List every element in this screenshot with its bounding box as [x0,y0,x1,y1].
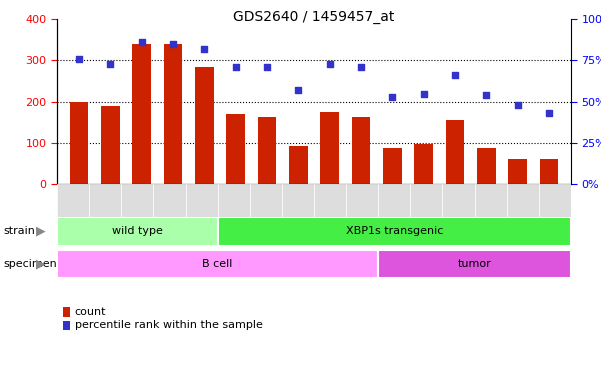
Text: count: count [75,307,106,317]
Bar [101,106,120,184]
Bar [153,184,186,244]
Text: percentile rank within the sample: percentile rank within the sample [75,320,263,331]
Text: ▶: ▶ [36,258,46,270]
Point [419,91,429,97]
Bar [195,67,214,184]
Point [262,64,272,70]
Point [325,61,335,67]
Bar [227,114,245,184]
Text: GDS2640 / 1459457_at: GDS2640 / 1459457_at [233,10,395,23]
Bar [89,184,121,244]
Point [356,64,366,70]
Bar [314,184,346,244]
Text: strain: strain [3,226,35,237]
Bar [132,44,151,184]
Bar [442,184,475,244]
Bar [507,184,539,244]
Bar [282,184,314,244]
Point [513,102,522,108]
Bar [218,184,250,244]
Bar [540,159,558,184]
Bar [410,184,442,244]
Bar [445,120,465,184]
Point [293,87,303,93]
Point [388,94,397,100]
Point [231,64,240,70]
Point [200,46,209,52]
Bar [320,112,339,184]
Bar [346,184,378,244]
Bar [258,117,276,184]
Point [137,39,147,45]
Text: XBP1s transgenic: XBP1s transgenic [346,226,443,237]
Text: ▶: ▶ [36,225,46,238]
Text: tumor: tumor [458,259,492,269]
Bar [539,184,571,244]
Bar [70,102,88,184]
Bar [218,217,571,246]
Bar [477,148,496,184]
Point [450,72,460,78]
Bar [383,148,401,184]
Bar [163,44,183,184]
Bar [121,184,153,244]
Bar [57,217,218,246]
Bar [352,117,370,184]
Bar [289,146,308,184]
Point [168,41,178,47]
Text: B cell: B cell [203,259,233,269]
Text: wild type: wild type [112,226,163,237]
Bar [378,184,410,244]
Bar [57,184,89,244]
Bar [57,250,378,278]
Point [481,92,491,98]
Bar [250,184,282,244]
Bar [186,184,218,244]
Point [545,110,554,116]
Bar [508,159,527,184]
Bar [475,184,507,244]
Text: specimen: specimen [3,259,56,269]
Point [74,56,84,62]
Bar [414,144,433,184]
Bar [378,250,571,278]
Point [106,61,115,67]
